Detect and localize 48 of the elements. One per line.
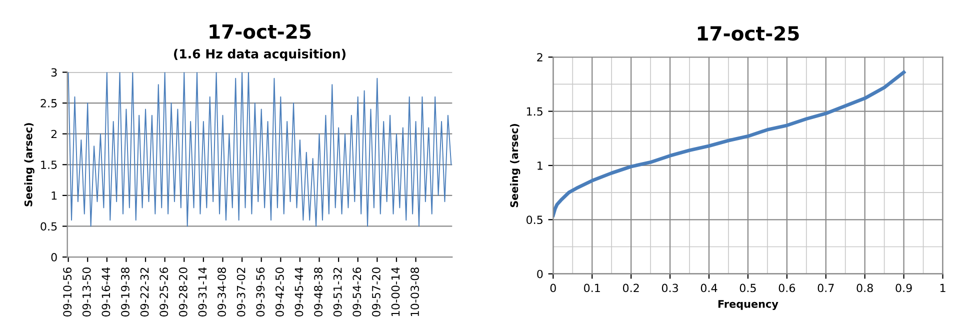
x-tick-label: 10-03-08 — [410, 268, 420, 316]
y-tick-label: 1.5 — [41, 160, 57, 170]
x-tick-label: 0.3 — [662, 284, 678, 292]
x-tick-label: 09-34-08 — [218, 268, 226, 316]
x-tick-label: 09-16-44 — [102, 267, 110, 316]
x-tick-label: 0.8 — [856, 284, 873, 292]
x-tick-label: 0.5 — [740, 284, 756, 292]
x-tick-label: 09-54-26 — [352, 267, 362, 316]
x-tick-label: 0.6 — [778, 284, 796, 292]
x-tick-label: 0.4 — [700, 284, 718, 292]
y-tick-label: 0 — [51, 253, 57, 262]
x-tick-label: 0.9 — [896, 284, 912, 292]
x-tick-label: 09-57-20 — [372, 268, 380, 316]
y-tick-label: 3 — [51, 68, 57, 77]
chart-subtitle: (1.6 Hz data acquisition) — [174, 48, 346, 61]
x-tick-label: 09-10-56 — [63, 267, 72, 316]
x-tick-label: 09-51-32 — [333, 268, 342, 316]
x-tick-label: 10-00-14 — [391, 267, 400, 316]
y-tick-label: 1 — [538, 162, 542, 170]
x-tick-label: 09-19-38 — [121, 268, 130, 316]
x-tick-label: 09-28-20 — [178, 268, 188, 316]
chart-title: 17-oct-25 — [210, 24, 311, 39]
y-tick-label: 0.5 — [526, 216, 542, 224]
x-tick-label: 09-31-14 — [198, 267, 207, 316]
y-tick-label: 1.5 — [526, 107, 542, 116]
y-tick-label: 2 — [51, 130, 57, 138]
y-axis-title: Seeing (arsec) — [24, 123, 34, 206]
x-tick-label: 09-25-26 — [160, 267, 168, 316]
y-tick-label: 2 — [537, 53, 542, 62]
chart-title: 17-oct-25 — [698, 26, 799, 41]
y-tick-label: 0.5 — [40, 222, 57, 231]
x-tick-label: 0.2 — [622, 284, 639, 292]
x-tick-label: 1 — [940, 284, 946, 292]
x-tick-label: 09-39-56 — [256, 267, 265, 316]
x-tick-label: 09-13-50 — [82, 268, 91, 316]
y-axis-title: Seeing (arsec) — [510, 124, 520, 208]
x-axis-title: Frequency — [718, 300, 778, 310]
line-series — [553, 70, 906, 218]
x-tick-label: 09-37-02 — [236, 268, 246, 316]
y-tick-label: 1 — [52, 192, 57, 200]
x-tick-label: 09-45-44 — [294, 267, 304, 316]
x-tick-label: 09-42-50 — [275, 268, 284, 316]
y-tick-label: 2.5 — [40, 99, 57, 108]
x-tick-label: 0 — [550, 284, 556, 292]
x-tick-label: 09-48-38 — [314, 268, 322, 316]
x-tick-label: 09-22-32 — [140, 268, 149, 316]
x-tick-label: 0.7 — [818, 284, 834, 292]
x-tick-label: 0.1 — [584, 284, 600, 292]
